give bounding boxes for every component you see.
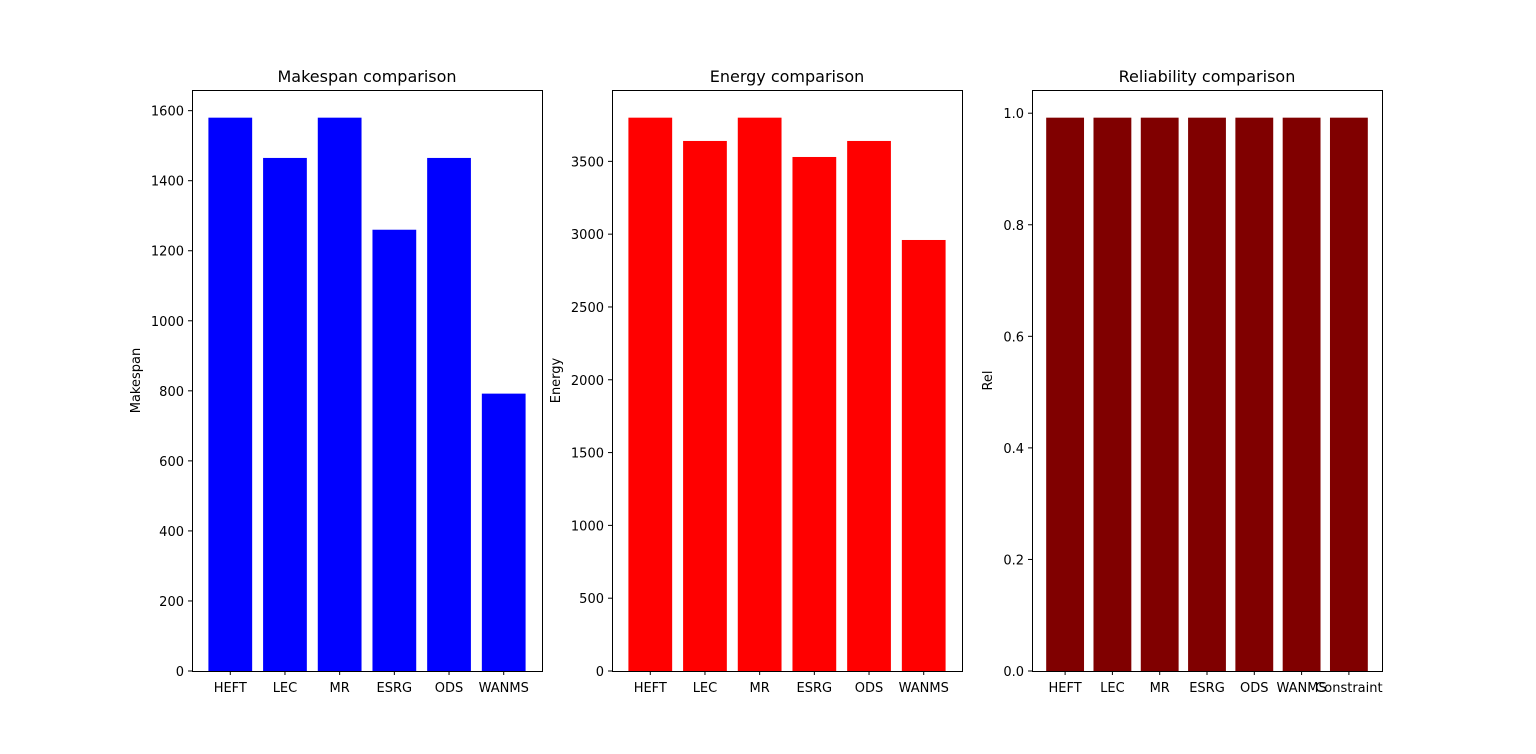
bar-energy-ods bbox=[847, 140, 891, 671]
y-tick-label: 3500 bbox=[571, 155, 604, 170]
y-tick-label: 0.6 bbox=[1003, 330, 1024, 345]
bar-energy-esrg bbox=[792, 156, 837, 672]
bar-reliability-lec bbox=[1093, 117, 1132, 672]
bar-energy-lec bbox=[683, 140, 727, 671]
y-tick-label: 500 bbox=[579, 592, 604, 607]
bar-makespan-ods bbox=[427, 157, 471, 671]
y-tick-label: 1.0 bbox=[1003, 107, 1024, 122]
axes-frame bbox=[612, 90, 963, 672]
x-tick-label: ESRG bbox=[377, 681, 413, 696]
chart-title: Energy comparison bbox=[710, 67, 865, 86]
x-tick-label: HEFT bbox=[214, 681, 247, 696]
y-tick-label: 1500 bbox=[571, 447, 604, 462]
bar-makespan-mr bbox=[317, 117, 362, 672]
x-tick-label: MR bbox=[750, 681, 770, 696]
x-tick-label: ESRG bbox=[1189, 681, 1225, 696]
y-tick-label: 0.2 bbox=[1003, 553, 1024, 568]
y-tick-label: 2500 bbox=[571, 301, 604, 316]
bar-makespan-lec bbox=[263, 157, 307, 671]
x-tick-label: WANMS bbox=[479, 681, 529, 696]
chart-title: Makespan comparison bbox=[277, 67, 456, 86]
x-tick-label: WANMS bbox=[1276, 681, 1326, 696]
bar-reliability-esrg bbox=[1188, 117, 1226, 672]
x-tick-label: ESRG bbox=[797, 681, 833, 696]
panel-energy: HEFT LEC MR ESRG ODS WANMS 0 500 1000 1500 2000 250… bbox=[549, 67, 963, 696]
x-tick-label: LEC bbox=[693, 681, 718, 696]
bar-reliability-wanms bbox=[1282, 117, 1321, 672]
y-tick-label: 1000 bbox=[571, 519, 604, 534]
y-tick-label: 0 bbox=[176, 665, 184, 680]
bar-makespan-heft bbox=[208, 117, 253, 672]
x-tick-label: HEFT bbox=[634, 681, 667, 696]
y-tick-label: 1400 bbox=[151, 175, 184, 190]
y-tick-label: 0.4 bbox=[1003, 442, 1024, 457]
bar-reliability-ods bbox=[1235, 117, 1274, 672]
x-tick-label: ODS bbox=[855, 681, 884, 696]
axes-frame bbox=[1032, 90, 1383, 672]
x-tick-label: ODS bbox=[435, 681, 464, 696]
y-tick-label: 400 bbox=[159, 525, 184, 540]
bar-energy-heft bbox=[628, 117, 673, 672]
x-tick-label: HEFT bbox=[1049, 681, 1082, 696]
axes-frame bbox=[192, 90, 543, 672]
y-tick-label: 200 bbox=[159, 595, 184, 610]
x-tick-label: MR bbox=[1150, 681, 1170, 696]
chart-title: Reliability comparison bbox=[1119, 67, 1296, 86]
bar-energy-mr bbox=[737, 117, 782, 672]
y-tick-label: 0.8 bbox=[1003, 219, 1024, 234]
x-tick-label: MR bbox=[330, 681, 350, 696]
y-tick-label: 600 bbox=[159, 455, 184, 470]
y-tick-label: 1200 bbox=[151, 245, 184, 260]
y-axis-label: Makespan bbox=[129, 348, 144, 413]
bar-reliability-heft bbox=[1046, 117, 1085, 672]
y-axis-label: Energy bbox=[549, 357, 564, 403]
bar-reliability-mr bbox=[1140, 117, 1179, 672]
bar-energy-wanms bbox=[901, 239, 946, 672]
y-tick-label: 0.0 bbox=[1003, 665, 1024, 680]
y-tick-label: 1000 bbox=[151, 315, 184, 330]
y-tick-label: 2000 bbox=[571, 374, 604, 389]
x-tick-label: LEC bbox=[273, 681, 298, 696]
bar-makespan-esrg bbox=[372, 229, 417, 672]
y-axis-label: Rel bbox=[981, 370, 996, 390]
y-tick-label: 3000 bbox=[571, 228, 604, 243]
x-tick-label: ODS bbox=[1240, 681, 1269, 696]
x-tick-label: Constraint bbox=[1315, 681, 1382, 696]
y-tick-label: 1600 bbox=[151, 105, 184, 120]
x-tick-label: LEC bbox=[1100, 681, 1125, 696]
bar-makespan-wanms bbox=[481, 393, 526, 671]
panel-makespan: HEFT LEC MR ESRG ODS WANMS 0 200 400 600 800 1000 12… bbox=[129, 67, 543, 696]
y-tick-label: 800 bbox=[159, 385, 184, 400]
x-tick-label: WANMS bbox=[899, 681, 949, 696]
bar-reliability-constraint bbox=[1329, 117, 1368, 672]
y-tick-label: 0 bbox=[596, 665, 604, 680]
